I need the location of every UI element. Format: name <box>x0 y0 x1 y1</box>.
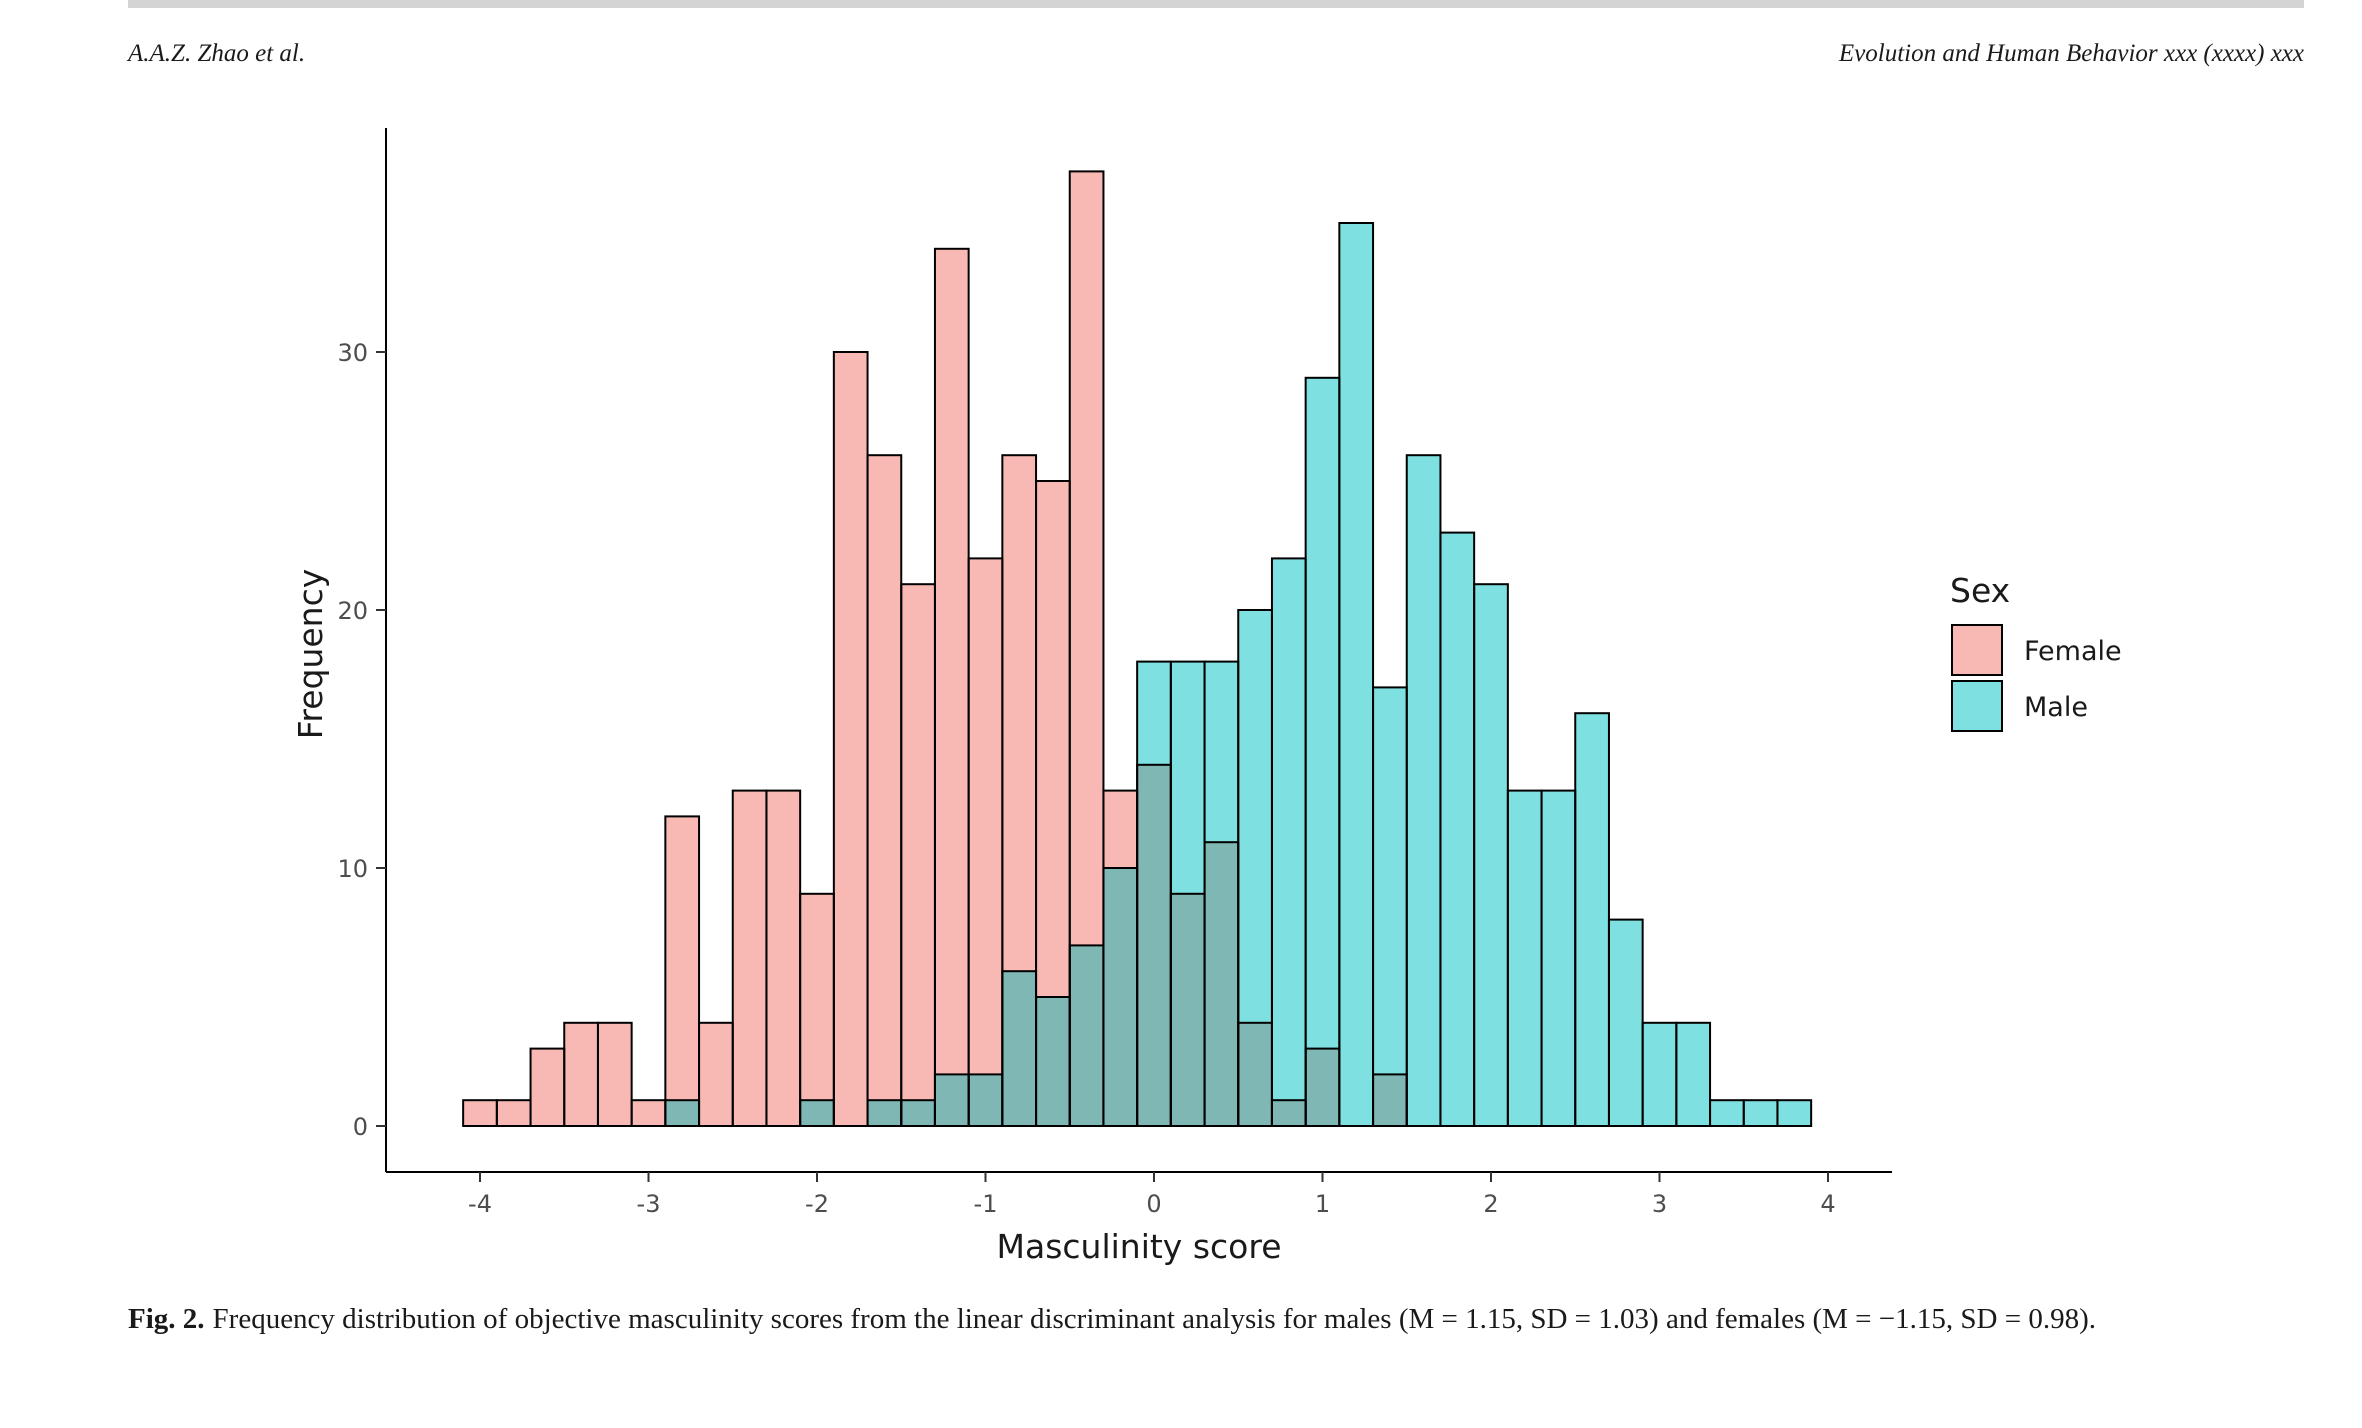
histogram-bar-upper <box>1642 1022 1677 1126</box>
x-axis-title: Masculinity score <box>997 1227 1282 1266</box>
y-tick-label: 30 <box>337 339 368 367</box>
x-tick-label: 0 <box>1146 1190 1161 1218</box>
running-header-authors: A.A.Z. Zhao et al. <box>128 40 306 67</box>
histogram-bar-upper <box>1676 1022 1711 1126</box>
legend-label-male: Male <box>2024 692 2088 723</box>
axes-layer: -4 -3 -2 -1 0 1 2 3 4 0 10 20 30 <box>337 128 1892 1218</box>
histogram-bar-upper <box>1069 171 1104 946</box>
y-axis-title: Frequency <box>291 569 330 739</box>
x-tick-label: 2 <box>1483 1190 1498 1218</box>
histogram-bar-upper <box>463 1100 497 1126</box>
histogram-bar-overlap <box>1204 842 1239 1126</box>
figure-label: Fig. 2. <box>128 1303 205 1335</box>
histogram-bar-overlap <box>901 1100 935 1126</box>
legend-label-female: Female <box>2024 636 2122 667</box>
x-tick-label: 1 <box>1315 1190 1330 1218</box>
histogram-bar-upper <box>631 1100 666 1126</box>
legend-swatch-male <box>1951 680 2003 732</box>
histogram-bar-upper <box>597 1022 632 1126</box>
histogram-bar-overlap <box>1373 1074 1407 1126</box>
histogram-bar-upper <box>665 816 700 1101</box>
histogram-bar-upper <box>800 893 834 1101</box>
histogram-bar-overlap <box>1137 764 1171 1126</box>
histogram-bar-overlap <box>968 1074 1003 1126</box>
histogram-bar-upper <box>934 248 969 1075</box>
histogram-bar-upper <box>1406 455 1441 1126</box>
histogram-bar-upper <box>1474 584 1508 1126</box>
y-tick-label: 20 <box>337 597 368 625</box>
histogram-bar-upper <box>564 1022 598 1126</box>
histogram-bar-overlap <box>1069 945 1104 1126</box>
y-tick-label: 10 <box>337 855 368 883</box>
legend: Sex Female Male <box>1950 571 2122 732</box>
histogram-bar-upper <box>496 1100 531 1126</box>
histogram-bar-upper <box>1575 713 1609 1126</box>
histogram-bar-upper <box>1507 790 1542 1126</box>
histogram-bar-outline <box>596 1021 633 1127</box>
histogram-bar-upper <box>1103 790 1138 868</box>
histogram-bar-upper <box>1373 687 1407 1075</box>
histogram-bar-overlap <box>1002 971 1037 1126</box>
histogram-bar-overlap <box>1271 1100 1306 1126</box>
histogram-bar-overlap <box>934 1074 969 1126</box>
bars-layer <box>462 170 1813 1128</box>
histogram-bar-overlap <box>1238 1022 1272 1126</box>
legend-title: Sex <box>1950 571 2010 610</box>
histogram-bar-upper <box>530 1048 565 1126</box>
top-rule <box>128 0 2304 8</box>
histogram-bar-overlap <box>1103 868 1138 1126</box>
histogram-bar-overlap <box>800 1100 834 1126</box>
x-tick-label: 4 <box>1820 1190 1835 1218</box>
histogram-bar-upper <box>901 584 935 1101</box>
histogram-bar-upper <box>732 790 767 1126</box>
histogram-bar-upper <box>1002 455 1037 972</box>
histogram-bar-upper <box>867 455 902 1101</box>
histogram-bar-upper <box>1036 481 1070 997</box>
histogram-bar-upper <box>1204 661 1239 843</box>
histogram-bar-outline <box>1675 1021 1712 1127</box>
x-tick-label: 3 <box>1652 1190 1667 1218</box>
legend-swatch-female <box>1951 624 2003 676</box>
x-tick-label: -1 <box>974 1190 998 1218</box>
histogram-bar-upper <box>1440 532 1475 1126</box>
y-tick-label: 0 <box>353 1113 368 1141</box>
histogram-bar-upper <box>833 352 868 1126</box>
histogram-bar-upper <box>1608 919 1643 1126</box>
figure-caption: Fig. 2. Frequency distribution of objecti… <box>128 1300 2304 1339</box>
histogram-bar-upper <box>1271 558 1306 1101</box>
histogram-bar-overlap <box>867 1100 902 1126</box>
histogram-bar-upper <box>699 1022 733 1126</box>
histogram-bar-upper <box>1305 377 1340 1049</box>
histogram-bar-upper <box>1743 1100 1778 1126</box>
histogram-bar-upper <box>766 790 801 1126</box>
histogram-chart: -4 -3 -2 -1 0 1 2 3 4 0 10 20 30 Masculinity score F… <box>291 128 2122 1266</box>
histogram-bar-overlap <box>1170 893 1205 1126</box>
histogram-bar-upper <box>1777 1100 1812 1126</box>
histogram-bar-upper <box>1238 610 1272 1023</box>
histogram-bar-overlap <box>665 1100 700 1126</box>
histogram-bar-overlap <box>1036 997 1070 1126</box>
running-header-journal: Evolution and Human Behavior xxx (xxxx) … <box>1838 40 2304 67</box>
histogram-bar-upper <box>968 558 1003 1075</box>
histogram-bar-upper <box>1170 661 1205 894</box>
x-tick-label: -4 <box>468 1190 492 1218</box>
x-tick-label: -2 <box>805 1190 829 1218</box>
histogram-bar-upper <box>1137 661 1171 765</box>
histogram-bar-upper <box>1541 790 1576 1126</box>
caption-text: Frequency distribution of objective masc… <box>212 1303 2096 1335</box>
histogram-bar-upper <box>1339 223 1374 1126</box>
x-tick-label: -3 <box>637 1190 661 1218</box>
histogram-bar-overlap <box>1305 1048 1340 1126</box>
histogram-bar-outline <box>1338 222 1375 1127</box>
histogram-bar-outline <box>1776 1099 1813 1127</box>
histogram-bar-upper <box>1710 1100 1744 1126</box>
